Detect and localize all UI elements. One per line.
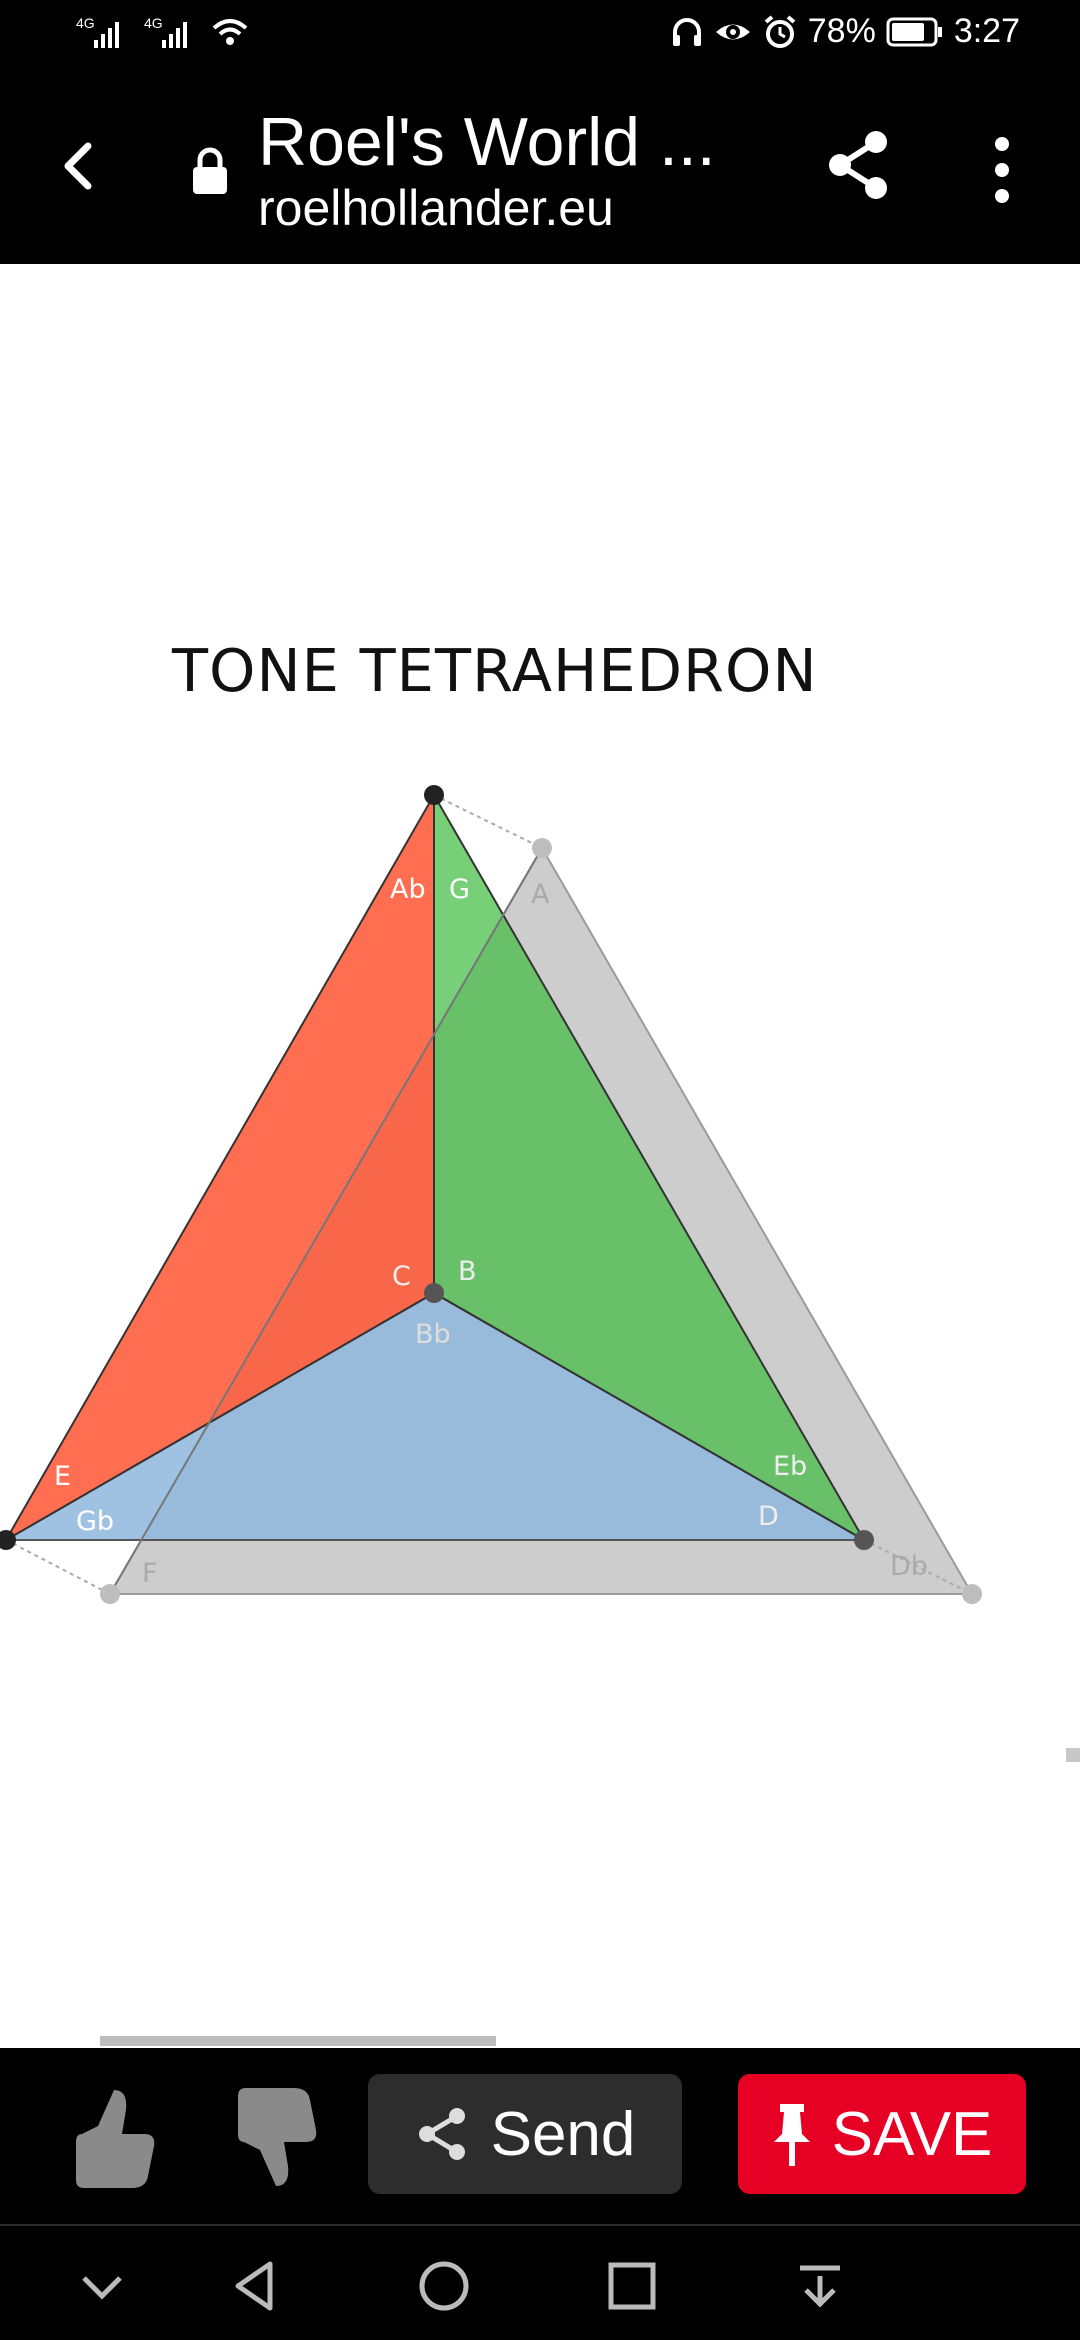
thumbs-down-icon[interactable]: [224, 2084, 320, 2192]
battery-icon: [886, 17, 942, 46]
share-icon: [418, 2108, 465, 2160]
lock-icon: [193, 147, 227, 194]
label-ab: Ab: [390, 874, 426, 905]
vertex-top: [424, 785, 444, 805]
signal-icon: 4G: [76, 15, 119, 48]
status-left: 4G 4G: [74, 14, 250, 50]
headphones-icon: [672, 17, 701, 46]
scroll-marker: [1066, 1748, 1080, 1762]
label-eb: Eb: [773, 1451, 807, 1482]
vertex-gray-top: [532, 838, 552, 858]
save-label: SAVE: [831, 2099, 993, 2169]
recents-square-icon[interactable]: [604, 2258, 660, 2314]
vertex-gray-right: [962, 1584, 982, 1604]
save-button[interactable]: SAVE: [738, 2074, 1026, 2194]
alarm-icon: [764, 14, 796, 48]
chevron-down-icon[interactable]: [74, 2258, 130, 2314]
label-gb: Gb: [76, 1506, 114, 1537]
net-type-label-1: 4G: [76, 15, 95, 31]
label-db: Db: [890, 1551, 928, 1582]
diagram-heading: TONE TETRAHEDRON: [172, 636, 818, 705]
label-c: C: [392, 1261, 411, 1292]
pin-action-bar: Send SAVE: [0, 2048, 1080, 2224]
green-face: [433, 791, 867, 1543]
label-b: B: [458, 1256, 477, 1287]
label-g: G: [449, 874, 470, 905]
tone-tetrahedron-diagram: Ab G A C B Bb E Gb F Eb D Db: [0, 785, 982, 1604]
nav-divider: [0, 2224, 1080, 2226]
label-a: A: [531, 879, 550, 910]
send-button[interactable]: Send: [368, 2074, 682, 2194]
pin-icon: [773, 2104, 810, 2166]
horizontal-scrollbar[interactable]: [100, 2036, 496, 2046]
wifi-icon: [212, 19, 248, 45]
label-e: E: [54, 1461, 71, 1492]
eye-icon: [715, 24, 750, 39]
status-right: 78% 3:27: [670, 12, 1020, 51]
page-title: Roel's World ...: [258, 104, 716, 180]
label-f: F: [142, 1558, 158, 1589]
send-label: Send: [490, 2099, 636, 2169]
label-bb: Bb: [415, 1319, 451, 1350]
system-nav-bar: [0, 2226, 1080, 2340]
status-bar: 4G 4G 78%: [0, 0, 1080, 74]
share-icon[interactable]: [822, 126, 894, 204]
vertex-left: [0, 1530, 16, 1550]
vertex-right: [854, 1530, 874, 1550]
browser-top-bar: Roel's World ... roelhollander.eu: [0, 74, 1080, 264]
vertex-gray-left: [100, 1584, 120, 1604]
more-vert-icon[interactable]: [984, 134, 1020, 206]
battery-percent: 78%: [807, 12, 876, 50]
label-d: D: [758, 1501, 779, 1532]
gray-edge: [109, 847, 543, 1595]
net-type-label-2: 4G: [144, 15, 163, 31]
vertex-center: [424, 1283, 444, 1303]
back-icon[interactable]: [52, 138, 108, 194]
thumbs-up-icon[interactable]: [62, 2084, 158, 2192]
clock: 3:27: [953, 12, 1020, 50]
dotted-edge: [5, 1539, 111, 1595]
collapse-icon[interactable]: [792, 2258, 848, 2314]
home-circle-icon[interactable]: [416, 2258, 472, 2314]
page-url: roelhollander.eu: [258, 180, 614, 236]
back-triangle-icon[interactable]: [228, 2258, 284, 2314]
signal-icon: 4G: [144, 15, 187, 48]
